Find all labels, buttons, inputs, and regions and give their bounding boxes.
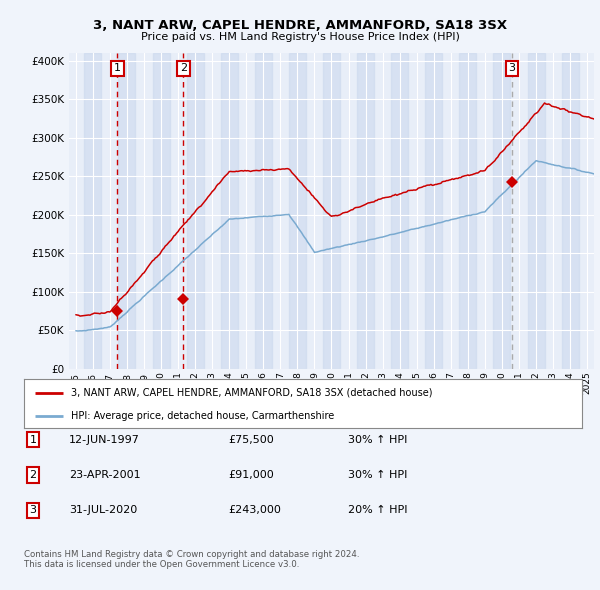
Text: Contains HM Land Registry data © Crown copyright and database right 2024.
This d: Contains HM Land Registry data © Crown c… (24, 550, 359, 569)
Text: 2: 2 (180, 64, 187, 74)
Text: 12-JUN-1997: 12-JUN-1997 (69, 435, 140, 444)
Bar (255, 53, 272, 369)
Bar (391, 53, 408, 369)
Text: 23-APR-2001: 23-APR-2001 (69, 470, 140, 480)
Text: 3: 3 (508, 64, 515, 74)
Bar (187, 53, 203, 369)
Text: 30% ↑ HPI: 30% ↑ HPI (348, 470, 407, 480)
Text: 1: 1 (29, 435, 37, 444)
Bar (221, 53, 238, 369)
Bar (323, 53, 340, 369)
Bar (357, 53, 374, 369)
Bar (527, 53, 545, 369)
Text: £91,000: £91,000 (228, 470, 274, 480)
Text: HPI: Average price, detached house, Carmarthenshire: HPI: Average price, detached house, Carm… (71, 411, 335, 421)
Bar (562, 53, 578, 369)
Bar (118, 53, 136, 369)
Text: 30% ↑ HPI: 30% ↑ HPI (348, 435, 407, 444)
Text: £243,000: £243,000 (228, 506, 281, 515)
Text: 31-JUL-2020: 31-JUL-2020 (69, 506, 137, 515)
Bar (425, 53, 442, 369)
Bar (85, 53, 101, 369)
Text: £75,500: £75,500 (228, 435, 274, 444)
Text: 20% ↑ HPI: 20% ↑ HPI (348, 506, 407, 515)
Text: 3: 3 (29, 506, 37, 515)
Bar (152, 53, 170, 369)
Bar (460, 53, 476, 369)
Text: Price paid vs. HM Land Registry's House Price Index (HPI): Price paid vs. HM Land Registry's House … (140, 32, 460, 42)
Text: 1: 1 (114, 64, 121, 74)
Text: 3, NANT ARW, CAPEL HENDRE, AMMANFORD, SA18 3SX: 3, NANT ARW, CAPEL HENDRE, AMMANFORD, SA… (93, 19, 507, 32)
Text: 2: 2 (29, 470, 37, 480)
Text: 3, NANT ARW, CAPEL HENDRE, AMMANFORD, SA18 3SX (detached house): 3, NANT ARW, CAPEL HENDRE, AMMANFORD, SA… (71, 388, 433, 398)
Bar (289, 53, 306, 369)
Bar (493, 53, 511, 369)
